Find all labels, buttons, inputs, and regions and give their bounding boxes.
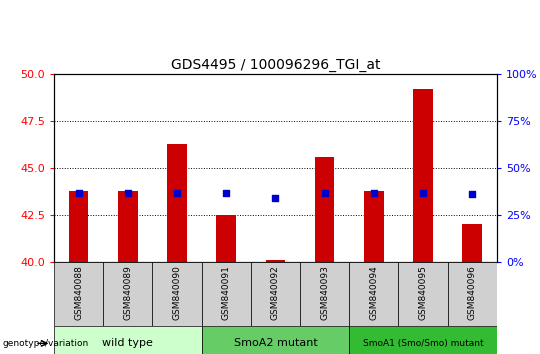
Bar [103, 262, 152, 326]
Text: GSM840089: GSM840089 [123, 265, 132, 320]
Text: SmoA2 mutant: SmoA2 mutant [233, 338, 318, 348]
Bar [266, 260, 285, 262]
Text: GSM840095: GSM840095 [418, 265, 428, 320]
Text: GSM840091: GSM840091 [222, 265, 231, 320]
Title: GDS4495 / 100096296_TGI_at: GDS4495 / 100096296_TGI_at [171, 58, 380, 72]
Bar [201, 326, 349, 354]
Bar [399, 262, 448, 326]
Text: GSM840093: GSM840093 [320, 265, 329, 320]
Bar [54, 326, 201, 354]
Point [418, 190, 427, 195]
Bar [251, 262, 300, 326]
Bar [54, 262, 103, 326]
Text: SmoA1 (Smo/Smo) mutant: SmoA1 (Smo/Smo) mutant [363, 339, 483, 348]
Text: GSM840096: GSM840096 [468, 265, 477, 320]
Bar [152, 262, 201, 326]
Point [271, 195, 280, 201]
Bar [118, 191, 138, 262]
Point [75, 190, 83, 195]
Bar [413, 89, 433, 262]
Point [320, 190, 329, 195]
Text: GSM840094: GSM840094 [369, 265, 379, 320]
Bar [217, 215, 236, 262]
Bar [448, 262, 497, 326]
Text: GSM840088: GSM840088 [74, 265, 83, 320]
Text: GSM840090: GSM840090 [172, 265, 181, 320]
Text: genotype/variation: genotype/variation [3, 339, 89, 348]
Point [173, 190, 181, 195]
Bar [69, 191, 89, 262]
Bar [315, 157, 334, 262]
Bar [462, 224, 482, 262]
Bar [300, 262, 349, 326]
Bar [349, 326, 497, 354]
Bar [349, 262, 399, 326]
Point [369, 190, 378, 195]
Bar [201, 262, 251, 326]
Point [468, 192, 476, 197]
Bar [167, 144, 187, 262]
Bar [364, 191, 383, 262]
Point [124, 190, 132, 195]
Point [222, 190, 231, 195]
Text: wild type: wild type [103, 338, 153, 348]
Text: GSM840092: GSM840092 [271, 265, 280, 320]
